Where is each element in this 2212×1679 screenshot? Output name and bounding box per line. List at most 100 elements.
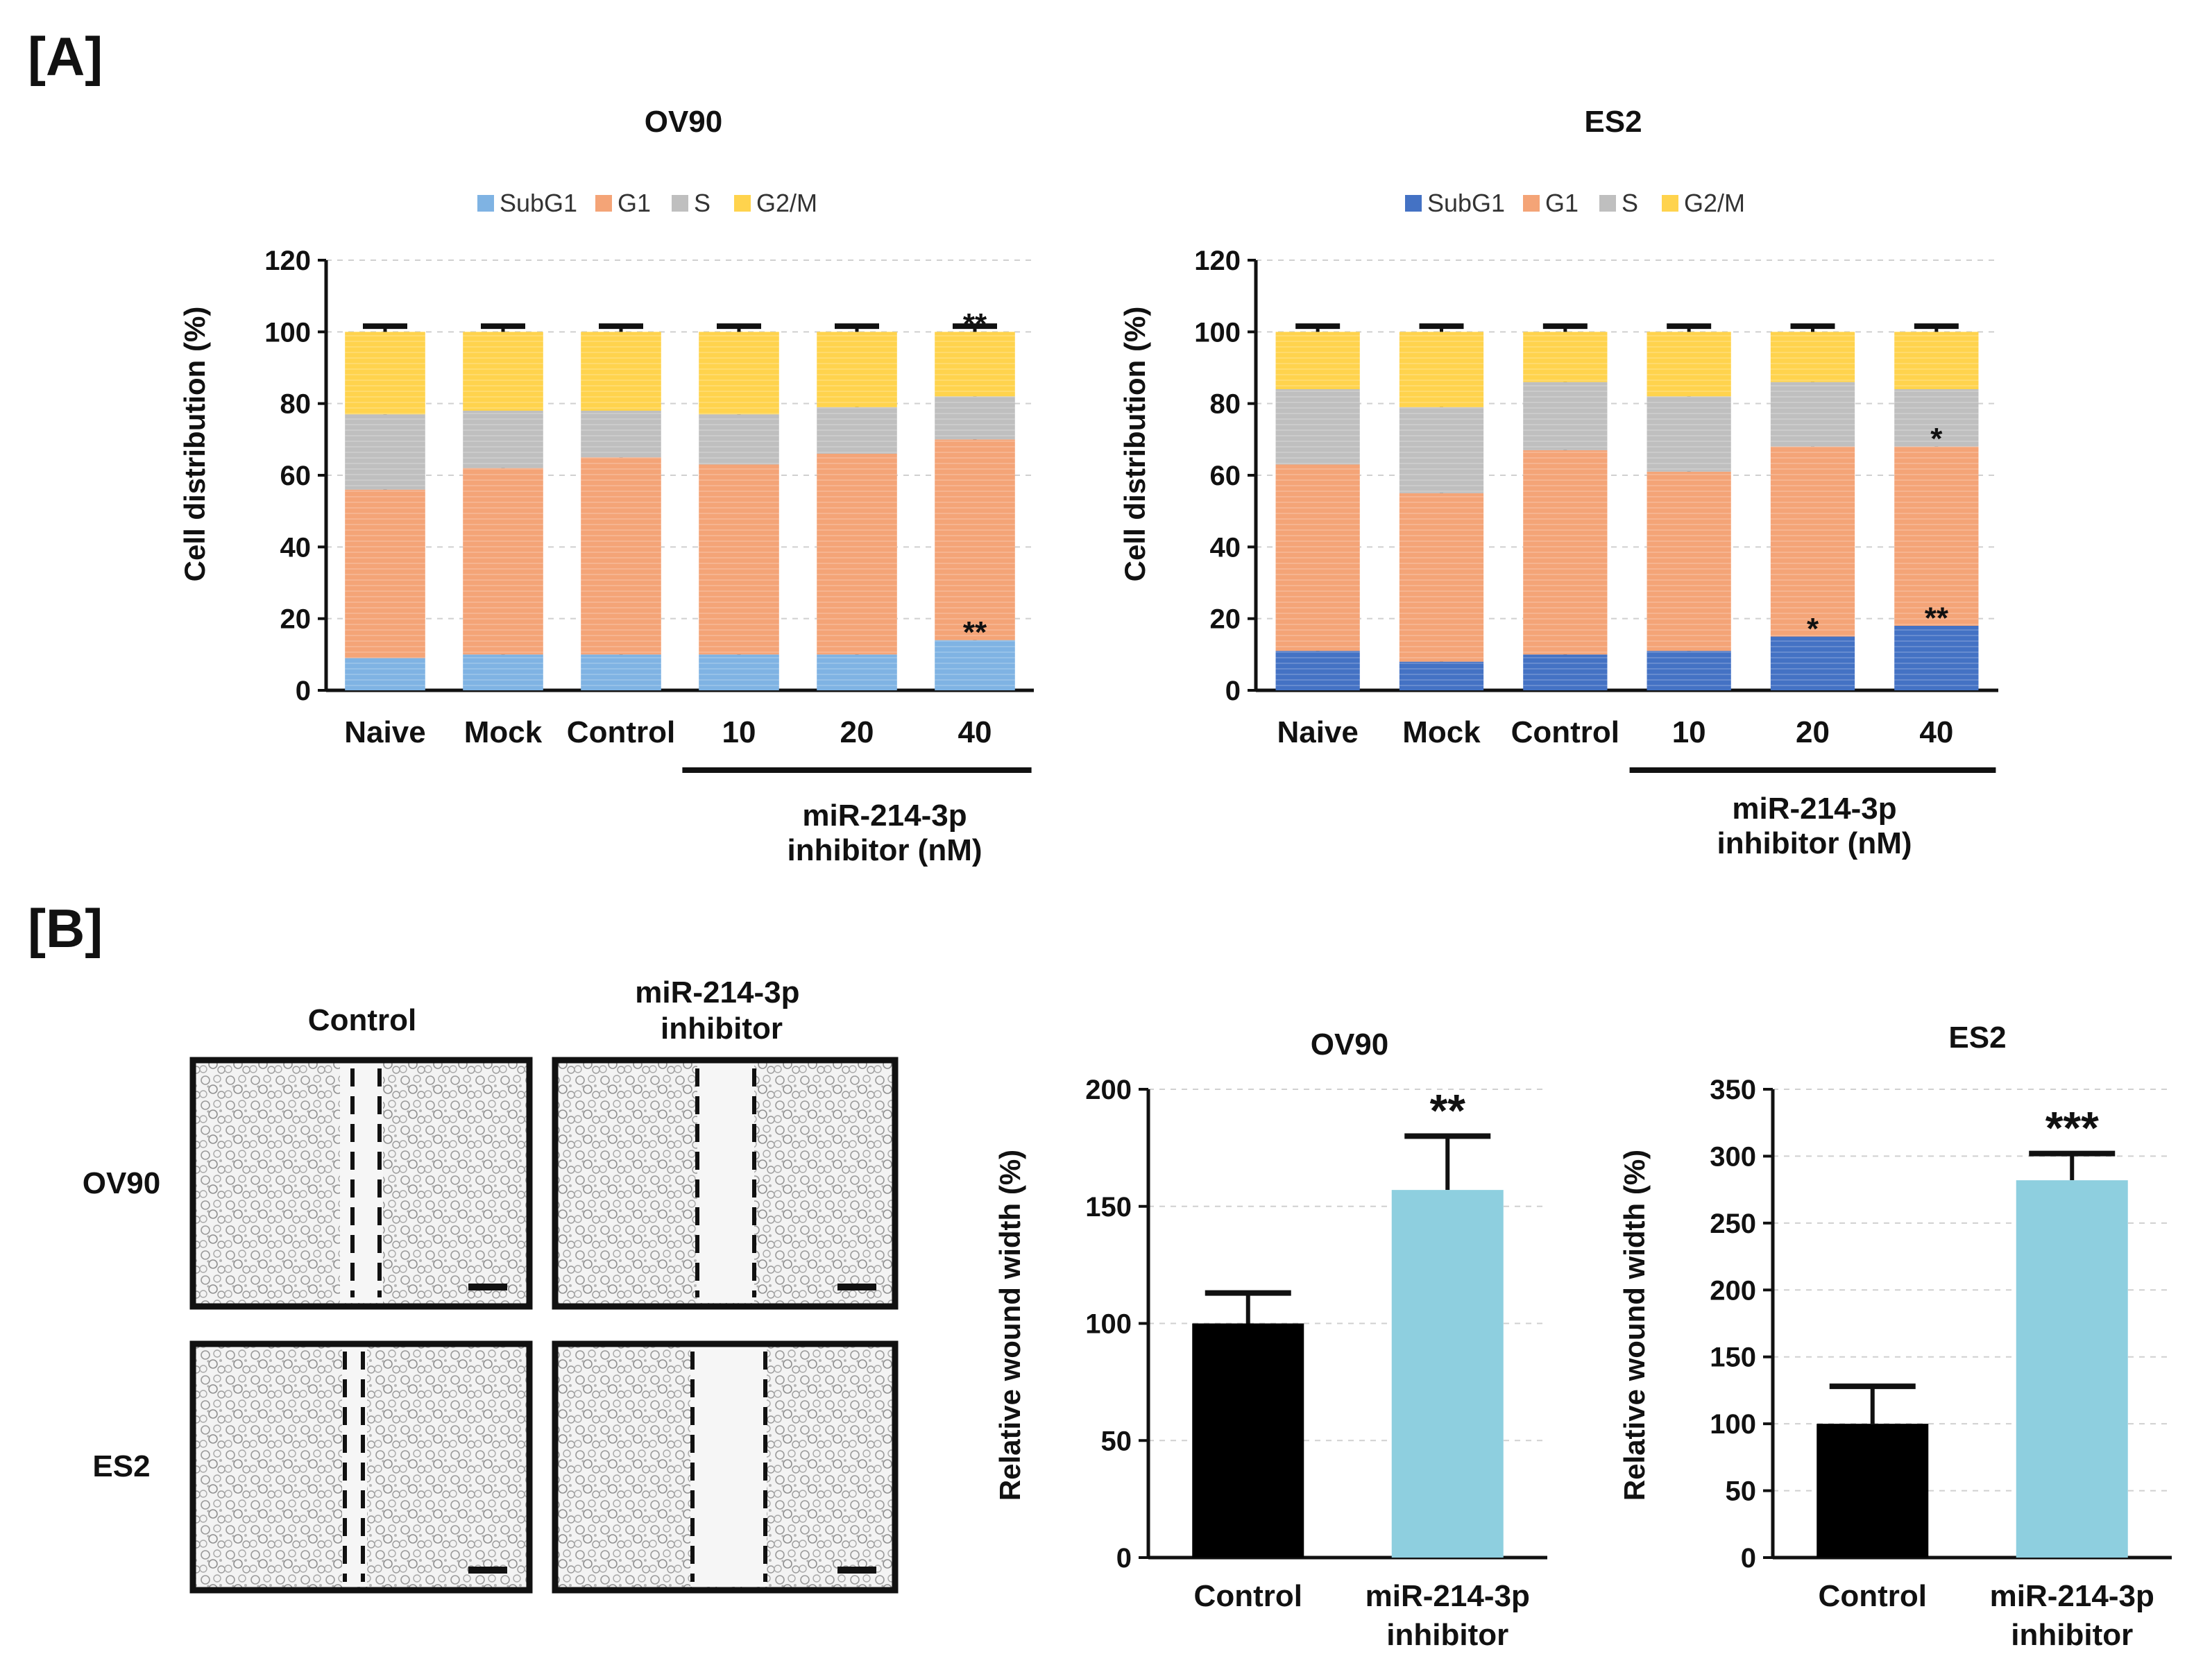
x-tick-label: Naive <box>344 715 425 749</box>
chart-es2-wound-width: ES2 Relative wound width (%) 0 50 100 150 20… <box>1618 1021 2172 1652</box>
y-tick-label: 120 <box>1194 246 1241 276</box>
bar-texture <box>1523 654 1608 690</box>
wound-gap <box>697 1063 754 1303</box>
y-axis-label: Relative wound width (%) <box>1618 1150 1651 1501</box>
image-frame <box>552 1340 899 1594</box>
panel-label-a: [A] <box>28 26 103 87</box>
y-tick-label: 300 <box>1710 1141 1756 1172</box>
bar-texture <box>463 411 543 468</box>
bar-texture <box>817 407 897 454</box>
panel-label-b: [B] <box>28 898 103 959</box>
bar-texture <box>1399 332 1484 407</box>
significance-marker: ** <box>963 615 987 649</box>
y-tick-label: 60 <box>280 461 312 491</box>
y-tick-label: 40 <box>1210 532 1241 563</box>
bar-texture <box>817 654 897 690</box>
image-frame <box>189 1057 533 1310</box>
bar-texture <box>1523 332 1608 382</box>
bar-texture <box>581 654 661 690</box>
bar-texture <box>345 489 425 658</box>
bar-texture <box>699 332 779 415</box>
legend-swatch <box>734 195 751 212</box>
x-tick-label: Mock <box>1402 715 1481 749</box>
bar-texture <box>699 414 779 465</box>
bar-texture <box>1770 332 1855 382</box>
wound-gap <box>690 1347 767 1587</box>
y-tick-label: 350 <box>1710 1075 1756 1105</box>
bar-texture <box>1275 389 1360 465</box>
column-label-inhibitor: miR-214-3p inhibitor <box>635 975 808 1046</box>
x-tick-label: inhibitor <box>2011 1618 2133 1652</box>
x-tick-label: Control <box>1194 1579 1302 1613</box>
y-tick-label: 40 <box>280 532 312 563</box>
scale-bar <box>837 1567 876 1574</box>
significance-marker: ** <box>1925 602 1949 636</box>
bar-texture <box>935 396 1015 440</box>
bar-texture <box>935 640 1015 690</box>
micrograph-ov90-inhibitor <box>552 1057 899 1310</box>
x-tick-label: 20 <box>840 715 874 749</box>
bar <box>2016 1180 2128 1558</box>
chart-title: OV90 <box>645 105 723 139</box>
bar-texture <box>1275 332 1360 389</box>
y-tick-label: 200 <box>1710 1275 1756 1306</box>
bar-texture <box>345 658 425 690</box>
y-tick-label: 150 <box>1710 1343 1756 1373</box>
y-tick-label: 0 <box>296 676 311 706</box>
group-label-line1: miR-214-3p <box>802 799 967 833</box>
y-tick-label: 60 <box>1210 461 1241 491</box>
chart-title: ES2 <box>1584 105 1642 139</box>
legend-label: SubG1 <box>500 189 577 217</box>
significance-marker: ** <box>1430 1085 1466 1136</box>
y-tick-label: 80 <box>1210 389 1241 420</box>
legend-swatch <box>477 195 494 212</box>
bar-texture <box>1894 626 1979 690</box>
legend-swatch <box>1405 195 1422 212</box>
micrograph-ov90-control <box>189 1057 533 1310</box>
y-tick-label: 100 <box>1194 317 1241 348</box>
chart-title: ES2 <box>1948 1021 2006 1055</box>
bar-texture <box>463 332 543 411</box>
group-label-line2: inhibitor (nM) <box>1717 826 1912 860</box>
bar-texture <box>1275 651 1360 690</box>
bar-texture <box>463 468 543 655</box>
chart-es2-cell-cycle: ES2 SubG1 G1 S G2/M Cell distribution (%) m… <box>1118 105 1998 860</box>
bar-texture <box>581 411 661 458</box>
y-tick-label: 0 <box>1225 676 1241 706</box>
legend-label: G2/M <box>1684 189 1745 217</box>
x-tick-label: Control <box>567 715 675 749</box>
chart-ov90-wound-width: OV90 Relative wound width (%) 0 50 100 150 2… <box>994 1028 1547 1652</box>
x-tick-label: 10 <box>722 715 756 749</box>
bar <box>1817 1424 1929 1558</box>
legend-swatch <box>595 195 612 212</box>
scale-bar <box>468 1284 507 1290</box>
bar-texture <box>1770 382 1855 447</box>
significance-marker: * <box>1807 612 1819 646</box>
micrograph-es2-control <box>189 1340 533 1594</box>
x-tick-label: Mock <box>464 715 543 749</box>
scale-bar <box>468 1567 507 1574</box>
legend-label: S <box>694 189 711 217</box>
x-tick-label: 40 <box>958 715 992 749</box>
column-label-inhibitor-line1: miR-214-3p <box>635 975 799 1009</box>
x-tick-label: Control <box>1511 715 1619 749</box>
y-tick-label: 50 <box>1101 1426 1132 1456</box>
y-tick-label: 50 <box>1726 1476 1757 1507</box>
legend-label: SubG1 <box>1427 189 1505 217</box>
x-tick-label: 20 <box>1796 715 1830 749</box>
y-tick-label: 100 <box>264 317 311 348</box>
y-tick-label: 100 <box>1085 1309 1132 1340</box>
y-tick-label: 150 <box>1085 1192 1132 1222</box>
y-tick-label: 80 <box>280 389 312 420</box>
bar-texture <box>345 414 425 490</box>
y-axis-label: Cell distribution (%) <box>1118 307 1151 582</box>
legend: SubG1 G1 S G2/M <box>477 189 817 217</box>
y-tick-label: 20 <box>1210 604 1241 635</box>
legend-swatch <box>1599 195 1616 212</box>
legend-label: S <box>1622 189 1638 217</box>
bar-texture <box>935 332 1015 397</box>
bar-texture <box>1647 471 1731 651</box>
bar-texture <box>817 454 897 655</box>
chart-title: OV90 <box>1311 1028 1389 1062</box>
wound-healing-micrographs: Control miR-214-3p inhibitor OV90 ES2 <box>83 975 899 1594</box>
